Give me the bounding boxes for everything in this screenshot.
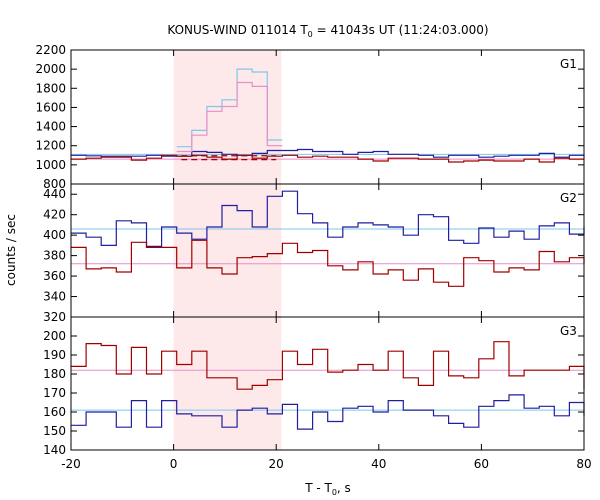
y-tick-label: 1200 bbox=[35, 139, 66, 153]
y-tick-label: 150 bbox=[43, 424, 66, 438]
y-tick-label: 1400 bbox=[35, 120, 66, 134]
y-tick-label: 1600 bbox=[35, 100, 66, 114]
panel-frame bbox=[70, 49, 585, 185]
panel-frame bbox=[70, 316, 585, 451]
chart-title-subscript: 0 bbox=[308, 30, 313, 39]
series-step-line-0 bbox=[71, 394, 585, 430]
x-tick-label: -20 bbox=[61, 457, 81, 471]
x-tick-label: 40 bbox=[371, 457, 386, 471]
panel-g2: 320 340 360 380 400 420 440 G2 bbox=[43, 183, 585, 324]
y-tick-label: 2000 bbox=[35, 62, 66, 76]
burst-shaded-region bbox=[173, 184, 282, 317]
x-axis-label: T - T0, s bbox=[304, 481, 351, 497]
panel-g3: 140 150 160 170 180 190 200 G3 bbox=[43, 316, 585, 457]
series-step-line-3 bbox=[176, 81, 283, 153]
series-step-line-1 bbox=[71, 341, 585, 390]
y-tick-label: 360 bbox=[43, 269, 66, 283]
panel-label: G3 bbox=[560, 324, 577, 338]
panel-g1: 800 1000 1200 1400 1600 1800 2000 2200 G1 bbox=[35, 43, 585, 191]
y-tick-label: 800 bbox=[43, 177, 66, 191]
y-tick-label: 1800 bbox=[35, 81, 66, 95]
x-tick-label: 20 bbox=[269, 457, 284, 471]
y-tick-label: 1000 bbox=[35, 158, 66, 172]
x-axis-label-main: T - T bbox=[304, 481, 332, 495]
y-tick-label: 420 bbox=[43, 208, 66, 222]
y-tick-label: 340 bbox=[43, 290, 66, 304]
y-tick-label: 180 bbox=[43, 367, 66, 381]
y-tick-label: 320 bbox=[43, 310, 66, 324]
shared-y-axis-label: counts / sec bbox=[4, 214, 18, 286]
x-tick-label: 80 bbox=[576, 457, 591, 471]
series-step-line-2 bbox=[176, 68, 283, 148]
panels-group: 8001000120014001600180020002200G13203403… bbox=[35, 43, 591, 471]
burst-shaded-region bbox=[173, 50, 282, 184]
burst-shaded-region bbox=[173, 317, 282, 450]
chart-title-main: KONUS-WIND 011014 T bbox=[167, 23, 308, 37]
y-tick-label: 190 bbox=[43, 348, 66, 362]
y-tick-label: 400 bbox=[43, 228, 66, 242]
x-axis-label-tail: , s bbox=[337, 481, 351, 495]
y-tick-label: 140 bbox=[43, 443, 66, 457]
panel-label: G1 bbox=[560, 57, 577, 71]
series-step-line-1 bbox=[71, 239, 585, 287]
y-tick-label: 2200 bbox=[35, 43, 66, 57]
x-axis-label-subscript: 0 bbox=[332, 488, 337, 497]
y-tick-label: 160 bbox=[43, 405, 66, 419]
series-step-line-0 bbox=[71, 190, 585, 247]
chart-title: KONUS-WIND 011014 T0 = 41043s UT (11:24:… bbox=[167, 23, 488, 39]
x-tick-label: 0 bbox=[170, 457, 178, 471]
y-tick-label: 170 bbox=[43, 386, 66, 400]
series-step-line-1 bbox=[71, 154, 584, 163]
chart-title-rest: = 41043s UT (11:24:03.000) bbox=[313, 23, 489, 37]
y-tick-label: 200 bbox=[43, 329, 66, 343]
y-tick-label: 380 bbox=[43, 249, 66, 263]
panel-label: G2 bbox=[560, 191, 577, 205]
y-tick-label: 440 bbox=[43, 187, 66, 201]
x-tick-label: 60 bbox=[474, 457, 489, 471]
